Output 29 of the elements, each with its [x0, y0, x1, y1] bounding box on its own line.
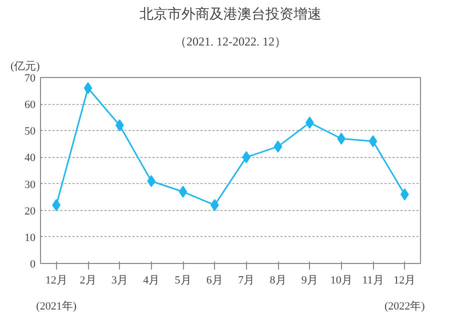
chart-title: 北京市外商及港澳台投资增速 [140, 6, 322, 22]
y-tick-label: 40 [24, 152, 36, 164]
x-tick-label: 4月 [143, 274, 160, 286]
y-tick-label: 20 [24, 205, 36, 218]
x-tick-label: 12月 [45, 274, 68, 286]
point [84, 82, 92, 94]
point [274, 140, 282, 153]
chart-subtitle: （2021. 12-2022. 12） [174, 34, 286, 48]
text: (2021年) [36, 300, 77, 312]
y-axis-title: (亿元) [10, 60, 40, 72]
x-tick-label: 7月 [238, 274, 255, 286]
x-tick-label: 2月 [80, 274, 96, 286]
x-tick-label: 10月 [330, 274, 352, 286]
x-tick-label: 5月 [174, 274, 192, 286]
text: (2022年) [384, 300, 426, 312]
x-tick-label: 9月 [301, 274, 318, 286]
x-tick-label: 12月 [394, 274, 416, 286]
point [178, 186, 188, 198]
y-tick-label: 50 [24, 126, 36, 138]
y-tick-label: 70 [24, 72, 36, 84]
x-tick-label: 3月 [111, 274, 128, 286]
x-tick-label: 6月 [206, 274, 223, 286]
point [368, 135, 378, 148]
x-tick-label: 8月 [270, 274, 286, 286]
x-tick-label: 11月 [362, 274, 384, 286]
y-tick-label: 30 [24, 178, 36, 191]
y-tick-label: 60 [24, 99, 36, 112]
y-tick-label: 0 [30, 258, 36, 270]
y-tick-label: 10 [24, 232, 36, 244]
